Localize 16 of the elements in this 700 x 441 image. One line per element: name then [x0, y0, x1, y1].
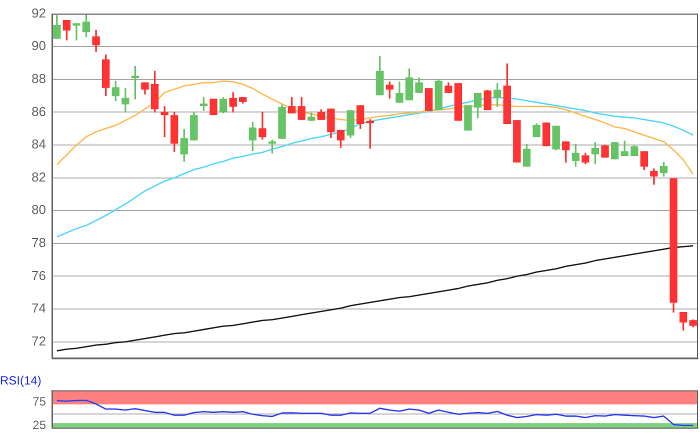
- y-tick-label: 74: [32, 300, 46, 316]
- y-tick-label: 80: [32, 202, 46, 218]
- candlestick: [72, 23, 80, 40]
- y-tick-label: 25: [32, 418, 46, 432]
- y-tick-label: 76: [32, 268, 46, 283]
- y-tick-label: 92: [32, 5, 46, 20]
- chart-title: RSI(14): [0, 374, 42, 388]
- y-tick-label: 72: [32, 333, 46, 348]
- y-tick-label: 86: [32, 104, 46, 119]
- y-tick-label: 90: [32, 38, 46, 54]
- y-tick-label: 75: [32, 394, 46, 408]
- y-tick-label: 84: [32, 136, 46, 152]
- y-tick-label: 78: [32, 234, 46, 250]
- candlestick: [160, 106, 168, 138]
- y-tick-label: 82: [32, 169, 46, 184]
- y-tick-label: 88: [32, 70, 46, 86]
